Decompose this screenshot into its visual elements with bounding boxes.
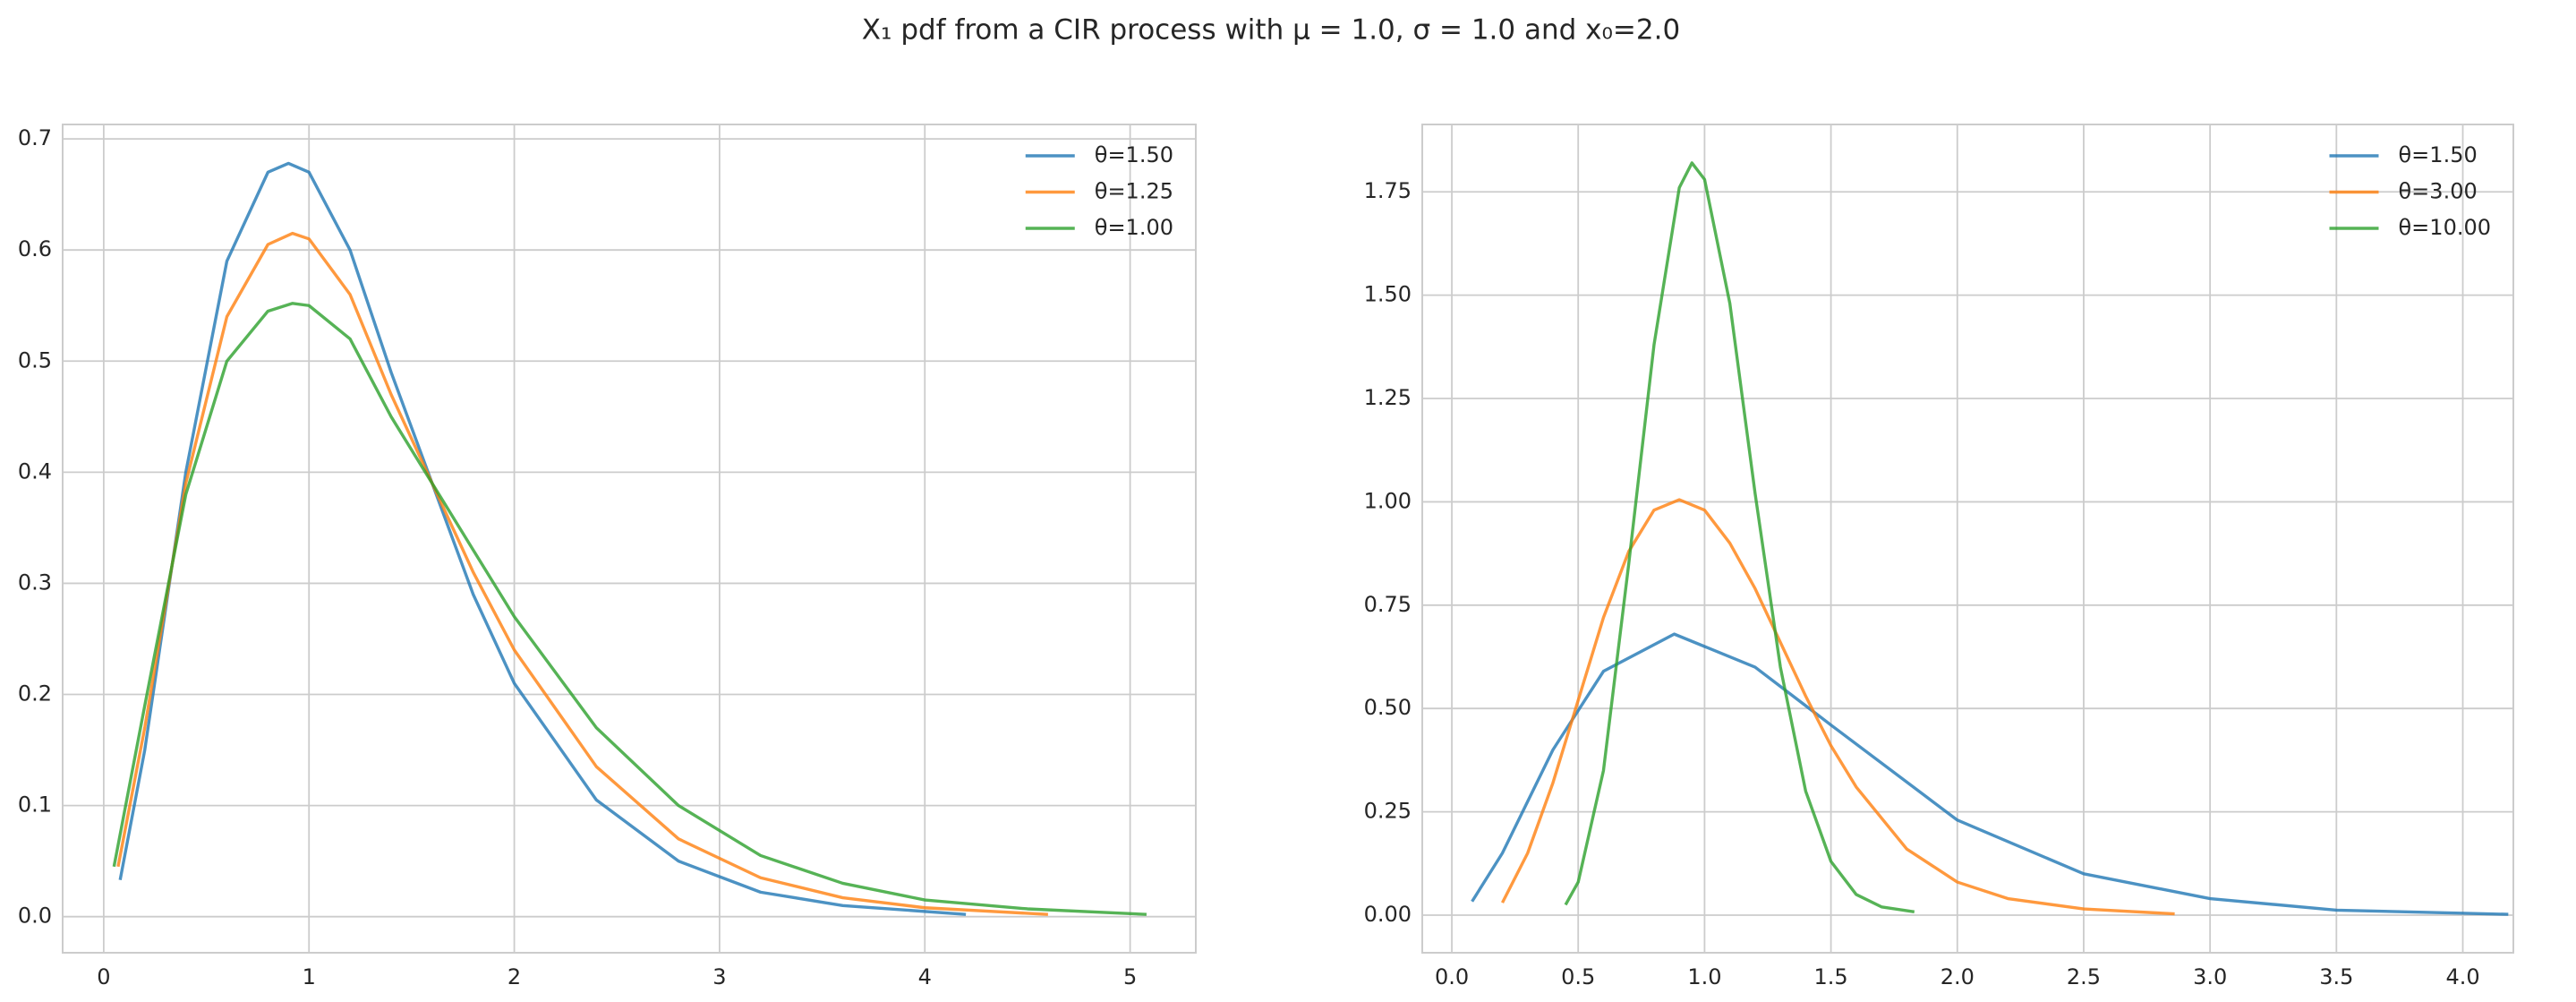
x-tick-label: 3.5: [2319, 964, 2353, 989]
figure-title: X₁ pdf from a CIR process with μ = 1.0, …: [862, 14, 1680, 47]
legend-label: θ=1.50: [2399, 142, 2478, 167]
y-tick-label: 0.4: [18, 458, 52, 484]
line-series: [1500, 498, 2175, 916]
y-tick-label: 0.25: [1364, 799, 1412, 824]
y-tick-label: 1.00: [1364, 488, 1412, 513]
legend-label: θ=1.25: [1095, 179, 1173, 204]
x-tick-label: 0: [97, 964, 110, 989]
y-tick-label: 0.3: [18, 570, 52, 595]
line-series: [1471, 632, 2509, 916]
x-tick-label: 1.0: [1687, 964, 1721, 989]
y-tick-label: 1.50: [1364, 282, 1412, 307]
y-tick-label: 0.5: [18, 347, 52, 373]
legend-label: θ=10.00: [2399, 215, 2492, 240]
legend-label: θ=3.00: [2399, 179, 2478, 204]
line-series: [116, 231, 1048, 916]
line-series: [112, 302, 1147, 916]
x-tick-label: 0.0: [1435, 964, 1469, 989]
y-tick-label: 0.1: [18, 792, 52, 818]
y-tick-label: 0.75: [1364, 592, 1412, 617]
x-tick-label: 0.5: [1561, 964, 1595, 989]
x-tick-label: 4: [918, 964, 932, 989]
x-tick-label: 1.5: [1814, 964, 1848, 989]
y-tick-label: 0.50: [1364, 695, 1412, 720]
y-tick-label: 0.6: [18, 236, 52, 261]
plot-frame: [62, 124, 1197, 954]
plot-frame: [1421, 124, 2514, 954]
legend-label: θ=1.50: [1095, 142, 1173, 167]
line-series: [118, 161, 967, 916]
x-tick-label: 2.5: [2067, 964, 2101, 989]
x-tick-label: 3: [712, 964, 726, 989]
y-tick-label: 0.7: [18, 125, 52, 150]
y-tick-label: 1.25: [1364, 385, 1412, 410]
line-series: [1564, 161, 1915, 913]
x-tick-label: 5: [1123, 964, 1137, 989]
y-tick-label: 0.00: [1364, 902, 1412, 927]
x-tick-label: 3.0: [2193, 964, 2227, 989]
x-tick-label: 4.0: [2445, 964, 2479, 989]
y-tick-label: 0.0: [18, 904, 52, 929]
y-tick-label: 0.2: [18, 681, 52, 707]
x-tick-label: 1: [303, 964, 316, 989]
x-tick-label: 2.0: [1941, 964, 1975, 989]
x-tick-label: 2: [508, 964, 521, 989]
legend-label: θ=1.00: [1095, 215, 1173, 240]
y-tick-label: 1.75: [1364, 178, 1412, 203]
